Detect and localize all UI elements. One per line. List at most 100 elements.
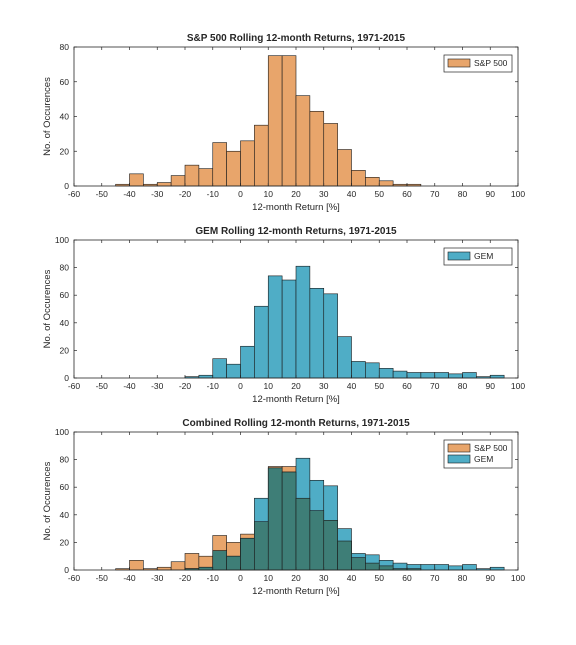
bar-gem: [420, 372, 436, 379]
x-tick-label: -50: [96, 381, 109, 391]
bar-overlap: [254, 521, 269, 571]
bar-s-p-500: [365, 177, 380, 187]
x-tick-label: 100: [511, 381, 525, 391]
bar-overlap: [337, 540, 352, 571]
bar-gem: [462, 564, 477, 571]
x-tick-label: 10: [264, 573, 274, 583]
bar-gem: [489, 566, 505, 571]
x-tick-label: -10: [207, 573, 220, 583]
bar-overlap: [295, 497, 311, 571]
bar-s-p-500: [170, 561, 186, 571]
bar-overlap: [351, 557, 366, 571]
bar-overlap: [267, 467, 283, 571]
bar-s-p-500: [198, 168, 214, 187]
x-tick-label: 10: [264, 189, 274, 199]
x-tick-label: 50: [375, 381, 385, 391]
bar-s-p-500: [323, 123, 338, 187]
y-tick-label: 20: [60, 345, 70, 355]
x-tick-label: 100: [511, 573, 525, 583]
legend-swatch: [447, 443, 471, 453]
bar-gem: [281, 279, 297, 379]
y-axis-label: No. of Occurences: [42, 461, 53, 540]
x-tick-label: -60: [68, 573, 81, 583]
x-tick-label: -40: [123, 189, 136, 199]
y-tick-label: 0: [64, 373, 69, 383]
x-tick-label: -40: [123, 381, 136, 391]
bar-gem: [323, 293, 338, 379]
x-tick-label: 0: [238, 381, 243, 391]
y-tick-label: 40: [60, 112, 70, 122]
bar-s-p-500: [156, 182, 172, 187]
chart-panel-1: -60 -50 -40 -30 -20 -10 0 10 20 30 40 50 60 70 80 90 100…: [42, 33, 525, 213]
bar-overlap: [378, 565, 394, 571]
bar-gem: [406, 372, 422, 379]
bar-s-p-500: [267, 55, 283, 187]
y-tick-label: 60: [60, 77, 70, 87]
bar-gem: [198, 374, 214, 379]
y-tick-label: 0: [64, 565, 69, 575]
bar-s-p-500: [295, 95, 311, 187]
bar-gem: [337, 336, 352, 379]
bar-gem: [309, 287, 325, 379]
bar-s-p-500: [129, 560, 144, 571]
legend-label: S&P 500: [474, 58, 508, 68]
y-tick-label: 20: [60, 146, 70, 156]
x-tick-label: 60: [402, 381, 412, 391]
x-tick-label: 90: [486, 381, 496, 391]
bar-s-p-500: [351, 170, 366, 187]
bar-s-p-500: [378, 180, 394, 187]
x-tick-label: 10: [264, 381, 274, 391]
x-tick-label: 20: [291, 189, 301, 199]
bar-s-p-500: [184, 553, 200, 571]
bar-overlap: [226, 555, 241, 571]
x-tick-label: 0: [238, 189, 243, 199]
chart-panel-2: -60 -50 -40 -30 -20 -10 0 10 20 30 40 50 60 70 80 90 100…: [42, 226, 525, 405]
x-tick-label: 80: [458, 189, 468, 199]
chart-title: Combined Rolling 12-month Returns, 1971-…: [182, 418, 410, 429]
bar-overlap: [309, 510, 325, 571]
x-tick-label: 80: [458, 381, 468, 391]
chart-title: S&P 500 Rolling 12-month Returns, 1971-2…: [187, 33, 406, 44]
x-tick-label: 30: [319, 381, 329, 391]
bar-gem: [448, 565, 463, 571]
bar-gem: [392, 370, 408, 379]
bar-s-p-500: [212, 142, 227, 187]
chart-panel-3: -60 -50 -40 -30 -20 -10 0 10 20 30 40 50 60 70 80 90 100…: [42, 418, 525, 597]
bar-s-p-500: [254, 124, 269, 187]
x-tick-label: -30: [151, 189, 164, 199]
y-axis-label: No. of Occurences: [42, 77, 53, 156]
x-tick-label: 20: [291, 573, 301, 583]
x-tick-label: 90: [486, 573, 496, 583]
x-tick-label: 0: [238, 573, 243, 583]
bar-gem: [378, 368, 394, 379]
bar-s-p-500: [170, 175, 186, 187]
x-axis-label: 12-month Return [%]: [252, 202, 340, 213]
bar-gem: [267, 275, 283, 379]
bar-gem: [240, 345, 255, 379]
bar-gem: [351, 361, 366, 379]
y-tick-label: 40: [60, 318, 70, 328]
y-tick-label: 80: [60, 455, 70, 465]
y-axis-label: No. of Occurences: [42, 269, 53, 348]
x-tick-label: -50: [96, 573, 109, 583]
x-tick-label: -20: [179, 573, 192, 583]
bar-s-p-500: [156, 566, 172, 571]
x-tick-label: 70: [430, 573, 440, 583]
bar-gem: [365, 362, 380, 379]
bar-gem: [462, 372, 477, 379]
x-tick-label: -30: [151, 381, 164, 391]
x-tick-label: 40: [347, 573, 357, 583]
bar-overlap: [281, 471, 297, 571]
bar-overlap: [323, 520, 338, 571]
bar-s-p-500: [240, 140, 255, 187]
x-tick-label: 30: [319, 189, 329, 199]
bar-gem: [434, 564, 449, 571]
y-tick-label: 80: [60, 263, 70, 273]
y-tick-label: 80: [60, 42, 70, 52]
bar-overlap: [198, 566, 214, 571]
x-tick-label: -30: [151, 573, 164, 583]
x-tick-label: 40: [347, 381, 357, 391]
x-tick-label: -40: [123, 573, 136, 583]
x-tick-label: -20: [179, 381, 192, 391]
